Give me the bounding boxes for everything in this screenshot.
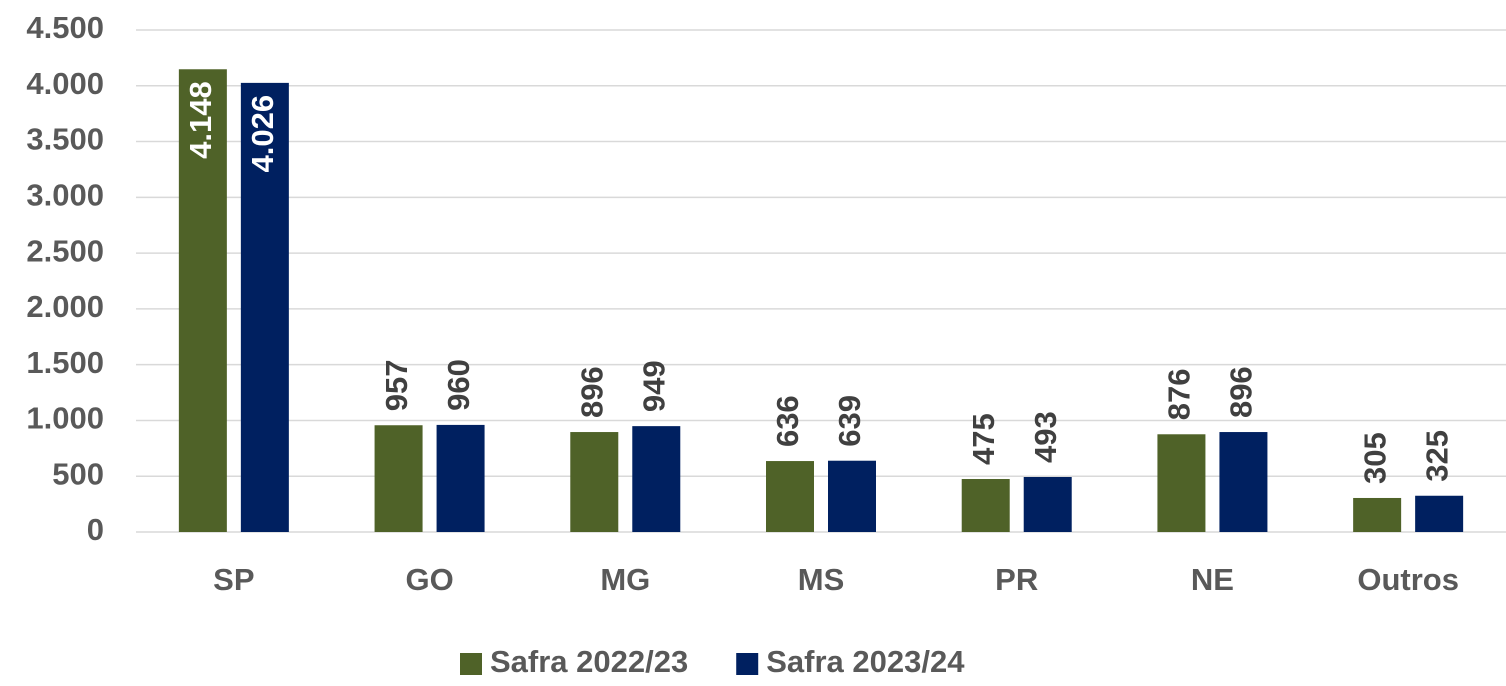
y-tick-label: 4.000 [26,66,104,101]
data-label: 896 [574,366,609,418]
bar [1353,497,1402,532]
bar [1157,434,1206,532]
data-label: 957 [379,360,414,412]
bar [570,432,619,532]
y-tick-label: 1.500 [26,345,104,380]
y-tick-label: 4.500 [26,10,104,45]
data-label: 305 [1357,432,1392,484]
bar [436,424,485,532]
bar [766,461,814,532]
bar [1023,477,1072,532]
bar [178,69,227,533]
data-label: 325 [1419,430,1454,482]
data-label: 636 [770,395,805,447]
legend-label: Safra 2022/23 [490,644,688,679]
bar [1219,432,1268,532]
bar [240,82,289,533]
y-tick-label: 0 [87,512,104,547]
data-label: 4.026 [245,95,280,173]
x-tick-label: GO [405,562,453,597]
y-tick-label: 2.500 [26,233,104,268]
bar [374,425,423,532]
legend-label: Safra 2023/24 [766,644,965,679]
data-label: 639 [832,395,867,447]
bar [828,460,876,532]
x-tick-label: Outros [1357,562,1459,597]
y-tick-label: 500 [52,456,104,491]
y-tick-label: 2.000 [26,289,104,324]
bar [961,479,1010,532]
y-tick-label: 3.000 [26,178,104,213]
x-tick-label: PR [995,562,1038,597]
y-tick-label: 3.500 [26,122,104,157]
bar [632,426,681,532]
data-label: 493 [1028,411,1063,463]
data-label: 949 [636,360,671,412]
data-label: 475 [966,413,1001,465]
data-label: 876 [1162,369,1197,421]
x-tick-label: MS [798,562,845,597]
legend-swatch [460,653,482,675]
data-label: 960 [441,359,476,411]
legend-swatch [736,653,759,675]
data-label: 4.148 [183,81,218,159]
x-tick-label: SP [213,562,254,597]
bar [1415,495,1464,532]
y-tick-label: 1.000 [26,401,104,436]
x-tick-label: MG [600,562,650,597]
x-tick-label: NE [1191,562,1234,597]
data-label: 896 [1224,366,1259,418]
